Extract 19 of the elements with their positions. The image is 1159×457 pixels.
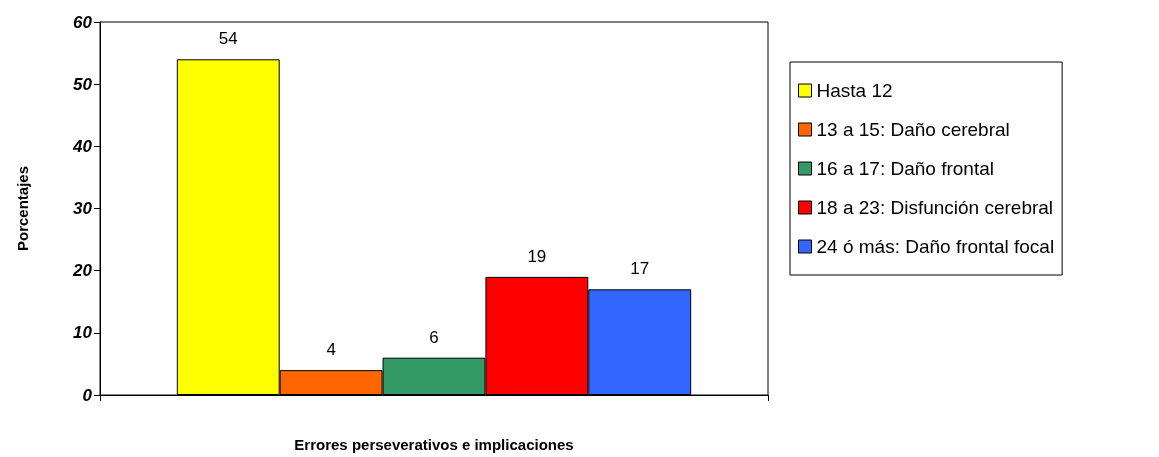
data-label: 17 xyxy=(630,259,650,279)
data-label: 54 xyxy=(218,29,238,49)
y-tick-label: 0 xyxy=(82,385,93,405)
data-label: 6 xyxy=(429,327,439,347)
data-label: 4 xyxy=(326,340,336,360)
y-tick-label: 20 xyxy=(72,261,93,281)
y-tick-label: 10 xyxy=(73,323,93,343)
legend-label: 13 a 15: Daño cerebral xyxy=(816,119,1010,140)
legend-label: 18 a 23: Disfunción cerebral xyxy=(816,197,1054,218)
y-tick-label: 40 xyxy=(72,136,93,156)
legend-label: 16 a 17: Daño frontal xyxy=(816,158,994,179)
y-tick-label: 50 xyxy=(73,74,93,94)
legend-label: Hasta 12 xyxy=(816,80,893,101)
y-tick-label: 60 xyxy=(73,12,93,32)
y-tick-label: 30 xyxy=(73,199,93,218)
x-axis-title: Errores perseverativos e implicaciones xyxy=(294,436,574,453)
y-axis-title: Porcentajes xyxy=(14,165,31,252)
legend-label: 24 ó más: Daño frontal focal xyxy=(816,236,1055,257)
data-label: 19 xyxy=(527,246,547,266)
